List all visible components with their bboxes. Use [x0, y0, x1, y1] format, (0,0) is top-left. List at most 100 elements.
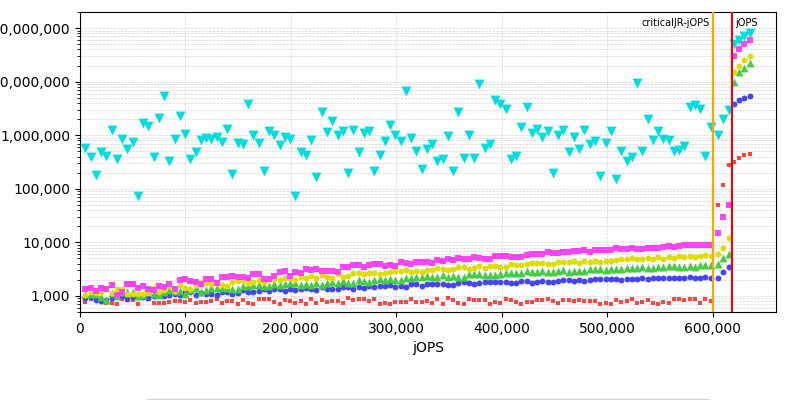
- Point: [405, 281, 418, 287]
- Point: [90, 296, 102, 303]
- Point: [274, 282, 286, 288]
- Point: [326, 298, 338, 304]
- Point: [620, 276, 633, 282]
- Point: [683, 253, 696, 259]
- Point: [210, 280, 223, 286]
- Point: [342, 264, 354, 270]
- Point: [205, 276, 218, 283]
- Point: [231, 274, 244, 280]
- Point: [531, 296, 544, 303]
- Point: [247, 300, 260, 307]
- Point: [604, 276, 617, 282]
- Point: [200, 286, 213, 293]
- Point: [673, 264, 686, 270]
- Point: [520, 104, 533, 110]
- Point: [589, 246, 602, 253]
- Point: [583, 266, 596, 272]
- Point: [583, 140, 596, 147]
- Point: [90, 290, 102, 297]
- Point: [452, 255, 465, 262]
- Point: [526, 260, 538, 266]
- Point: [494, 271, 507, 278]
- Point: [294, 298, 307, 304]
- Point: [442, 133, 454, 139]
- Point: [278, 275, 291, 282]
- Point: [536, 278, 549, 284]
- Point: [184, 297, 197, 304]
- Point: [289, 193, 302, 199]
- Point: [446, 266, 459, 273]
- Point: [436, 156, 449, 162]
- Point: [483, 300, 496, 307]
- Point: [458, 264, 470, 271]
- Point: [531, 279, 544, 286]
- Point: [142, 286, 154, 292]
- Point: [278, 134, 291, 140]
- Point: [373, 300, 386, 307]
- Point: [620, 158, 633, 164]
- Point: [743, 150, 756, 157]
- Point: [94, 285, 107, 292]
- Point: [79, 294, 92, 301]
- Point: [594, 301, 606, 307]
- Point: [520, 260, 533, 267]
- Point: [662, 263, 675, 269]
- Point: [626, 296, 638, 302]
- Point: [289, 300, 302, 306]
- Text: criticalJR-jOPS: criticalJR-jOPS: [642, 18, 710, 28]
- Point: [310, 174, 323, 180]
- Point: [594, 276, 606, 282]
- Point: [494, 101, 507, 108]
- Point: [131, 290, 144, 297]
- Point: [431, 265, 444, 272]
- Point: [258, 168, 270, 174]
- Point: [389, 132, 402, 138]
- Point: [184, 287, 197, 294]
- Point: [163, 299, 176, 306]
- Point: [315, 272, 328, 278]
- Point: [636, 298, 649, 305]
- Point: [546, 269, 559, 275]
- Point: [126, 294, 139, 300]
- Point: [641, 255, 654, 261]
- Point: [567, 278, 580, 284]
- Point: [394, 283, 407, 289]
- Point: [704, 124, 717, 130]
- Point: [389, 263, 402, 269]
- Point: [646, 274, 659, 281]
- Point: [331, 298, 344, 304]
- Text: jOPS: jOPS: [735, 18, 758, 28]
- Point: [352, 262, 365, 268]
- Point: [389, 268, 402, 274]
- Point: [489, 96, 502, 103]
- Point: [200, 299, 213, 305]
- Point: [473, 263, 486, 270]
- Point: [368, 284, 381, 291]
- Point: [268, 275, 281, 282]
- Point: [704, 274, 717, 281]
- Point: [699, 261, 712, 268]
- Point: [594, 247, 606, 254]
- Point: [278, 268, 291, 274]
- Point: [712, 132, 725, 138]
- Point: [727, 78, 740, 85]
- Point: [683, 274, 696, 280]
- Point: [657, 244, 670, 250]
- Point: [221, 282, 234, 289]
- Point: [667, 296, 680, 302]
- Point: [426, 280, 438, 287]
- Point: [200, 280, 213, 286]
- Point: [421, 259, 434, 266]
- Point: [205, 284, 218, 291]
- Point: [331, 268, 344, 275]
- Legend: min, median, 90-th percentile, 95-th percentile, 99-th percentile, max: min, median, 90-th percentile, 95-th per…: [146, 399, 710, 400]
- Point: [520, 299, 533, 305]
- Point: [258, 278, 270, 285]
- Point: [178, 285, 191, 292]
- Point: [727, 41, 740, 48]
- Point: [557, 259, 570, 266]
- Point: [722, 264, 735, 270]
- Point: [90, 288, 102, 294]
- Point: [630, 80, 643, 86]
- Point: [473, 81, 486, 87]
